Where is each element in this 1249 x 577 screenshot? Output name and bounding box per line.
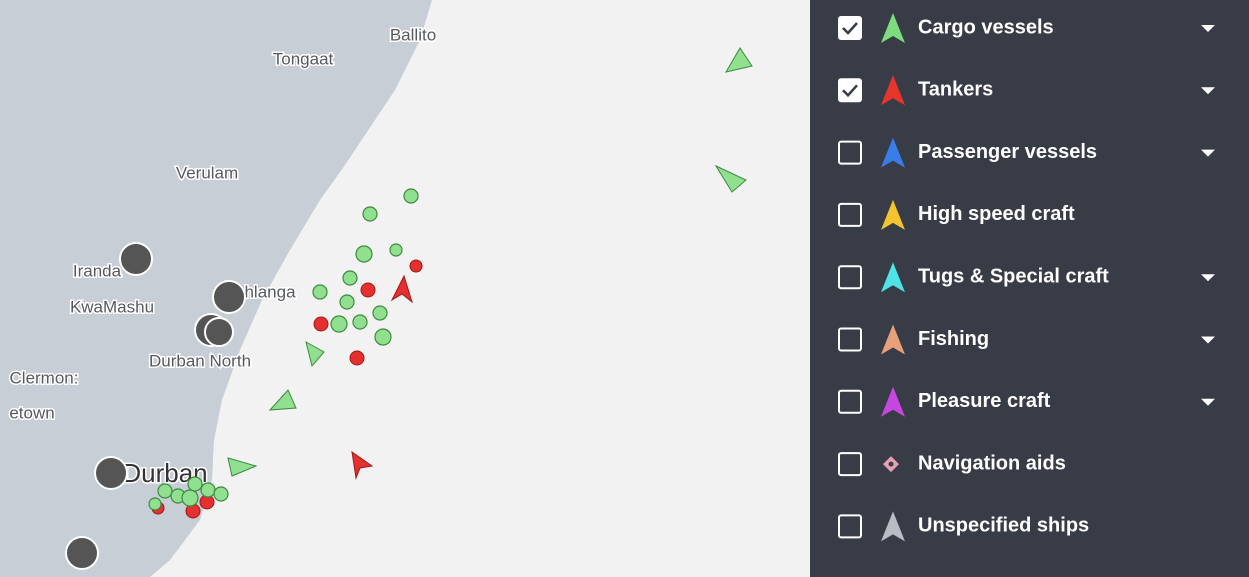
place-label: hlanga [244, 282, 296, 301]
type-icon [881, 262, 905, 293]
poi-icons [65, 242, 246, 570]
legend-row[interactable]: Fishing [838, 324, 1215, 355]
checkbox[interactable] [838, 514, 862, 539]
checkbox[interactable] [838, 202, 862, 227]
legend-row[interactable]: High speed craft [838, 199, 1075, 230]
checkbox[interactable] [838, 389, 862, 414]
type-icon [881, 13, 905, 43]
legend-label: Unspecified ships [918, 515, 1089, 537]
type-icon [881, 75, 905, 106]
type-icon [881, 324, 905, 355]
vessel-markers[interactable] [148, 47, 753, 519]
legend-row[interactable]: Passenger vessels [838, 137, 1215, 168]
checkbox[interactable] [838, 78, 862, 103]
legend-row[interactable]: Pleasure craft [838, 386, 1215, 417]
place-label: KwaMashu [70, 297, 154, 316]
type-icon [881, 137, 905, 168]
legend-label: High speed craft [918, 203, 1075, 225]
legend-label: Cargo vessels [918, 16, 1054, 38]
place-label: Durban North [149, 351, 251, 370]
place-label: Clermon: [10, 368, 79, 387]
place-label: etown [9, 403, 54, 422]
checkbox[interactable] [838, 452, 862, 477]
legend-label: Tankers [918, 79, 993, 101]
checkmark [842, 84, 858, 98]
legend-label: Pleasure craft [918, 390, 1051, 412]
checkbox[interactable] [838, 140, 862, 165]
legend-panel [810, 0, 1249, 577]
dropdown-arrow[interactable] [1201, 149, 1215, 157]
legend-row[interactable]: Cargo vessels [838, 13, 1215, 43]
dropdown-arrow[interactable] [1201, 87, 1215, 95]
map[interactable]: Ballito Tongaat Verulam Iranda KwaMashu … [0, 0, 810, 577]
legend-row[interactable]: Tankers [838, 75, 1215, 106]
legend-row[interactable]: Navigation aids [838, 452, 1066, 477]
legend-label: Passenger vessels [918, 141, 1097, 163]
legend: Cargo vessels Tankers Passenger vessels Hig… [838, 13, 1215, 542]
legend-row[interactable]: Unspecified ships [838, 511, 1089, 542]
legend-label: Fishing [918, 328, 989, 350]
place-label: Verulam [176, 163, 238, 182]
legend-row[interactable]: Tugs & Special craft [838, 262, 1215, 293]
type-icon [881, 386, 905, 417]
type-icon-dot [888, 461, 894, 467]
place-label: Tongaat [273, 49, 334, 68]
dropdown-arrow[interactable] [1201, 25, 1215, 32]
checkbox[interactable] [838, 327, 862, 352]
dropdown-arrow[interactable] [1201, 336, 1215, 344]
checkmark [842, 22, 858, 35]
place-label: Ballito [390, 25, 436, 44]
type-icon [881, 199, 905, 230]
dropdown-arrow[interactable] [1201, 398, 1215, 406]
legend-label: Navigation aids [918, 452, 1066, 474]
legend-label: Tugs & Special craft [918, 265, 1109, 287]
checkbox[interactable] [838, 265, 862, 290]
place-label: Iranda [73, 261, 122, 280]
dropdown-arrow[interactable] [1201, 274, 1215, 282]
type-icon [881, 511, 905, 542]
checkbox[interactable] [838, 16, 862, 40]
